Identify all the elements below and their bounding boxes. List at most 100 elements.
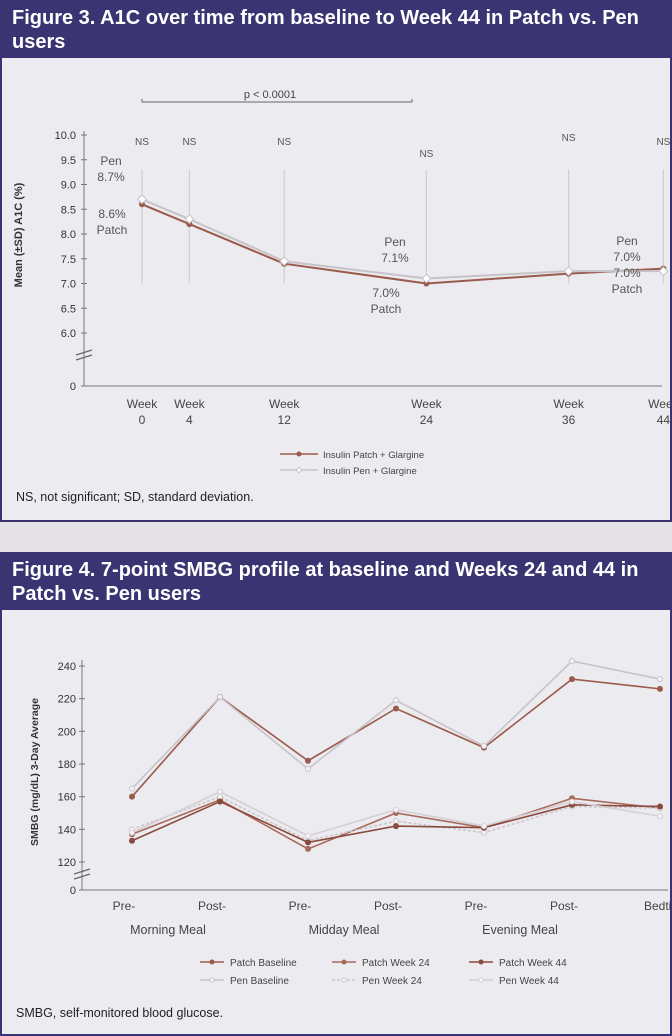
figure-4-footnote: SMBG, self-monitored blood glucose. xyxy=(16,1006,224,1020)
x-tick-label: 44 xyxy=(657,413,670,427)
x-tick-label: Post- xyxy=(198,899,226,913)
y-tick-label: 0 xyxy=(70,885,76,897)
legend-marker xyxy=(209,959,215,965)
ns-label: NS xyxy=(182,137,196,148)
y-tick-label: 8.0 xyxy=(61,229,76,241)
legend-marker xyxy=(295,466,303,474)
data-point-patch xyxy=(423,280,430,287)
data-point xyxy=(129,793,135,800)
x-group-label: Morning Meal xyxy=(130,923,206,937)
data-point-pen xyxy=(421,273,432,284)
ns-label: NS xyxy=(277,137,291,148)
value-annotation: 8.7% xyxy=(97,170,125,184)
data-point xyxy=(393,705,399,712)
data-point xyxy=(129,785,135,792)
x-tick-label: Week xyxy=(411,397,442,411)
figure-4-title: Figure 4. 7-point SMBG profile at baseli… xyxy=(2,554,670,610)
value-annotation: 8.6% xyxy=(98,207,126,221)
y-axis-label: Mean (±SD) A1C (%) xyxy=(13,182,25,287)
legend-marker xyxy=(341,977,347,983)
data-point xyxy=(305,832,311,839)
x-group-label: Midday Meal xyxy=(309,923,380,937)
legend-label: Pen Week 24 xyxy=(362,976,422,987)
legend-label: Pen Week 44 xyxy=(499,976,559,987)
legend-marker xyxy=(341,959,347,965)
data-point xyxy=(305,765,311,772)
y-axis-label: SMBG (mg/dL) 3-Day Average xyxy=(29,698,41,846)
data-point-pen xyxy=(279,256,290,267)
legend-label: Insulin Patch + Glargine xyxy=(323,450,424,461)
data-point-pen xyxy=(184,214,195,225)
x-tick-label: Week xyxy=(553,397,584,411)
y-tick-label: 0 xyxy=(70,381,76,393)
smbg-chart: 240 220 200 180 160 140 120 0 SMBG (mg/dL) 3-Day… xyxy=(29,658,670,987)
data-point xyxy=(481,743,487,750)
value-annotation: Pen xyxy=(100,154,121,168)
data-point-pen xyxy=(563,266,574,277)
data-point xyxy=(657,676,663,683)
x-tick-label: Pre- xyxy=(289,899,312,913)
x-tick-label: Pre- xyxy=(465,899,488,913)
x-tick-label: Bedtime xyxy=(644,899,670,913)
data-point xyxy=(657,685,663,692)
x-tick-label: Week xyxy=(269,397,300,411)
y-tick-label: 200 xyxy=(58,726,76,738)
y-tick-label: 10.0 xyxy=(55,130,76,142)
pvalue-bracket xyxy=(141,99,413,103)
series-line-pen xyxy=(141,198,664,280)
axis-break xyxy=(75,349,93,361)
y-tick-label: 160 xyxy=(58,792,76,804)
axis-break xyxy=(73,868,91,880)
x-tick-label: 4 xyxy=(186,413,193,427)
data-point xyxy=(481,829,487,836)
series-line-patch xyxy=(141,203,664,285)
legend-label: Patch Week 44 xyxy=(499,958,567,969)
data-point xyxy=(129,829,135,836)
data-point xyxy=(217,788,223,795)
x-tick-label: Post- xyxy=(550,899,578,913)
value-annotation: Patch xyxy=(371,302,402,316)
legend-marker xyxy=(478,977,484,983)
data-point xyxy=(481,823,487,830)
legend-label: Pen Baseline xyxy=(230,976,289,987)
x-tick-label: Pre- xyxy=(113,899,136,913)
data-point-pen xyxy=(137,194,147,205)
value-annotation: Patch xyxy=(97,223,128,237)
legend-label: Patch Week 24 xyxy=(362,958,430,969)
x-tick-label: 0 xyxy=(139,413,146,427)
data-point xyxy=(217,798,223,805)
legend-label: Patch Baseline xyxy=(230,958,297,969)
value-annotation: Pen xyxy=(616,234,637,248)
y-tick-label: 9.5 xyxy=(61,155,76,167)
y-tick-label: 8.5 xyxy=(61,204,76,216)
y-tick-label: 6.5 xyxy=(61,303,76,315)
data-point xyxy=(305,839,311,846)
value-annotation: Pen xyxy=(384,235,405,249)
data-point xyxy=(305,845,311,852)
x-tick-label: 24 xyxy=(420,413,434,427)
x-tick-label: 36 xyxy=(562,413,576,427)
x-tick-label: Week xyxy=(648,397,670,411)
pvalue-label: p < 0.0001 xyxy=(244,89,296,101)
y-tick-label: 140 xyxy=(58,824,76,836)
legend-marker xyxy=(478,959,484,965)
legend-label: Insulin Pen + Glargine xyxy=(323,466,417,477)
figure-3-panel: Figure 3. A1C over time from baseline to… xyxy=(0,0,672,522)
x-tick-label: Post- xyxy=(374,899,402,913)
data-point-pen xyxy=(658,266,669,277)
value-annotation: Patch xyxy=(612,282,643,296)
data-point xyxy=(393,806,399,813)
y-tick-label: 220 xyxy=(58,694,76,706)
y-tick-label: 6.0 xyxy=(61,328,76,340)
value-annotation: 7.0% xyxy=(613,266,641,280)
x-tick-label: 12 xyxy=(278,413,292,427)
data-point xyxy=(657,813,663,820)
x-group-label: Evening Meal xyxy=(482,923,558,937)
ns-label: NS xyxy=(419,149,433,160)
data-point xyxy=(393,823,399,830)
figure-3-title: Figure 3. A1C over time from baseline to… xyxy=(2,2,670,58)
a1c-chart: p < 0.0001 10.0 9.5 9.0 8.5 8.0 7.5 7.0 6.5 6.0 0 M… xyxy=(13,89,670,477)
data-point xyxy=(217,694,223,701)
x-tick-label: Week xyxy=(127,397,158,411)
data-point xyxy=(393,818,399,825)
